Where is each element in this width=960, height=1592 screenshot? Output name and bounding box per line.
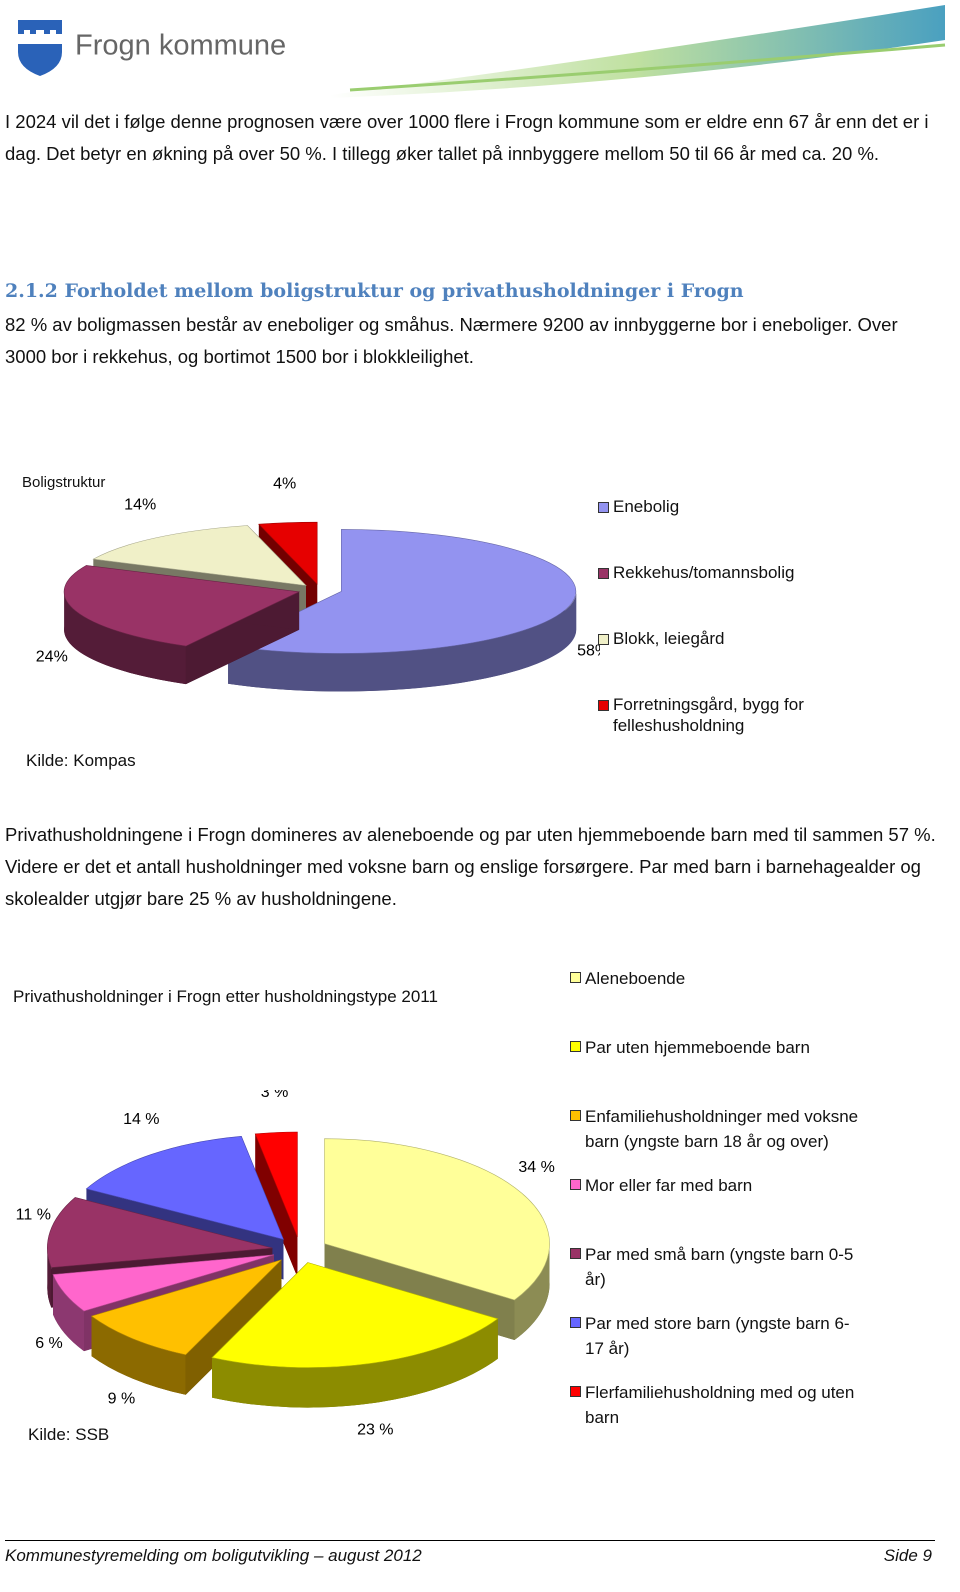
legend-swatch xyxy=(570,1041,581,1052)
legend-label: Aleneboende xyxy=(585,969,686,988)
legend-swatch xyxy=(570,972,581,983)
footer-right: Side 9 xyxy=(883,1546,932,1565)
pie-slice xyxy=(47,1197,273,1268)
pie-slice xyxy=(63,565,301,647)
data-label: 14 % xyxy=(123,1111,159,1128)
pie-slice xyxy=(258,521,318,585)
legend-label: Flerfamiliehusholdning med og uten barn xyxy=(585,1383,855,1427)
legend-label: Par med store barn (yngste barn 6-17 år) xyxy=(585,1314,850,1358)
legend-swatch xyxy=(570,1386,581,1397)
header-swoosh xyxy=(330,5,945,98)
chart-title: Boligstruktur xyxy=(22,474,106,491)
chart-source: Kilde: Kompas xyxy=(26,751,136,770)
pie-slice xyxy=(254,1131,298,1238)
legend-swatch xyxy=(598,700,609,711)
data-label: 14% xyxy=(124,497,156,514)
pie-slice-wall xyxy=(228,591,577,692)
legend-swatch xyxy=(570,1179,581,1190)
legend-swatch xyxy=(570,1110,581,1121)
legend-swatch xyxy=(570,1317,581,1328)
legend-label: Enfamiliehusholdninger med voksne barn (… xyxy=(585,1107,859,1151)
data-label: 6 % xyxy=(35,1335,63,1352)
data-label: 58% xyxy=(577,643,600,660)
pie-slice-wall xyxy=(212,1318,498,1408)
footer-left: Kommunestyremelding om boligutvikling – … xyxy=(5,1546,422,1565)
legend-swatch xyxy=(570,1248,581,1259)
data-label: 9 % xyxy=(108,1391,136,1408)
pie-slice xyxy=(324,1138,550,1301)
header: Frogn kommune xyxy=(18,5,946,98)
pie-slice xyxy=(52,1254,275,1312)
organization: Frogn kommune xyxy=(75,30,286,62)
header-swoosh-line xyxy=(349,43,946,92)
legend-swatch xyxy=(598,634,609,645)
legend-label: Blokk, leiegård xyxy=(613,629,725,648)
pie-slice-side xyxy=(255,1133,298,1277)
section-heading: 2.1.2 Forholdet mellom boligstruktur og … xyxy=(5,280,744,302)
legend-label: Mor eller far med barn xyxy=(585,1176,753,1195)
legend-label: Par med små barn (yngste barn 0-5 år) xyxy=(585,1245,854,1289)
pie-slice xyxy=(85,1135,285,1240)
pie-slice xyxy=(211,1262,499,1368)
pie-slice-wall xyxy=(514,1243,550,1340)
legend-label: Par uten hjemmeboende barn xyxy=(585,1038,810,1057)
legend-swatch xyxy=(598,568,609,579)
paragraph: Privathusholdningene i Frogn domineres a… xyxy=(5,824,936,909)
chart: 34 % 23 % 9 % 6 % 11 % 14 % 3 % xyxy=(16,1090,555,1438)
pie-slice-wall xyxy=(53,1274,84,1352)
data-label: 4% xyxy=(273,476,296,493)
pie-slice-wall xyxy=(91,1316,186,1395)
pie-slice xyxy=(90,1259,282,1356)
legend-label: Forretningsgård, bygg for felleshusholdn… xyxy=(613,695,804,735)
logo-shield xyxy=(18,20,62,76)
pie-slice xyxy=(92,525,307,586)
chart-title: Privathusholdninger i Frogn etter hushol… xyxy=(13,987,438,1006)
data-label: 11 % xyxy=(16,1206,51,1223)
legend-label: Enebolig xyxy=(613,497,680,516)
paragraph: I 2024 vil det i følge denne prognosen v… xyxy=(5,111,929,164)
data-label: 24% xyxy=(36,648,68,665)
footer-rule xyxy=(5,1540,935,1541)
logo-wall xyxy=(18,30,62,44)
chart-source: Kilde: SSB xyxy=(28,1425,110,1444)
legend-label: Rekkehus/tomannsbolig xyxy=(613,563,795,582)
paragraph: 82 % av boligmassen består av eneboliger… xyxy=(5,314,898,367)
data-label: 3 % xyxy=(261,1090,289,1101)
data-label: 34 % xyxy=(518,1159,554,1176)
data-label: 23 % xyxy=(357,1421,393,1438)
pie-slice-wall xyxy=(47,1248,52,1308)
legend-swatch xyxy=(598,502,609,513)
pie-slice-wall xyxy=(64,591,186,685)
pie-slice xyxy=(227,529,577,654)
chart: 58% 24% 14% 4% xyxy=(36,476,600,692)
